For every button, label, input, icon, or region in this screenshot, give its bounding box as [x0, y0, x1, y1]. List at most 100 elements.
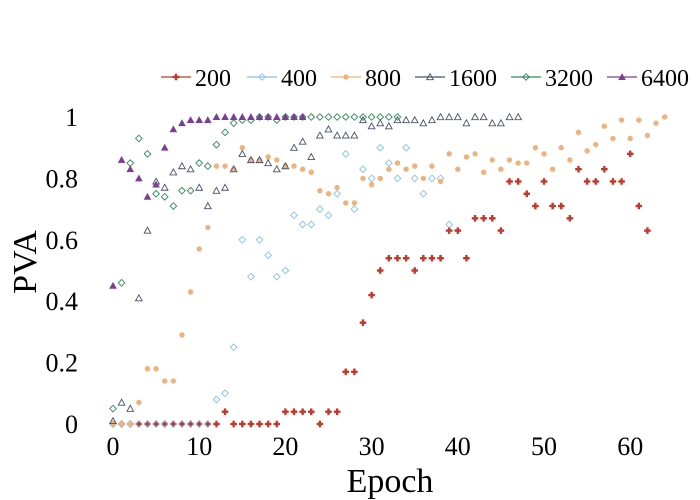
- data-point: [221, 389, 229, 398]
- data-point: [196, 246, 202, 252]
- data-point: [437, 254, 444, 262]
- data-point: [298, 113, 307, 121]
- data-point: [350, 131, 359, 139]
- data-point: [307, 113, 316, 121]
- data-point: [601, 165, 608, 173]
- data-point: [247, 420, 255, 428]
- data-point: [170, 378, 177, 384]
- data-point: [264, 158, 273, 167]
- data-point: [359, 319, 367, 326]
- series-1600: [108, 112, 523, 425]
- data-point: [238, 113, 247, 120]
- data-point: [420, 254, 427, 262]
- data-point: [204, 420, 212, 428]
- data-point: [239, 145, 245, 151]
- data-point: [514, 112, 523, 121]
- data-point: [160, 143, 169, 151]
- y-tick-label: 0: [65, 410, 78, 439]
- data-point: [298, 113, 307, 120]
- data-point: [367, 113, 376, 121]
- data-point: [514, 178, 522, 185]
- data-point: [462, 118, 471, 127]
- data-point: [238, 235, 247, 244]
- data-point: [195, 420, 204, 428]
- data-point: [488, 118, 497, 127]
- data-point: [274, 157, 280, 163]
- data-point: [445, 112, 454, 121]
- data-point: [134, 134, 143, 143]
- x-axis-ticks: 0 10 20 30 40 50 60: [107, 432, 644, 461]
- data-point: [290, 113, 298, 121]
- data-point: [134, 420, 143, 428]
- data-point: [480, 215, 487, 222]
- data-point: [496, 118, 505, 127]
- data-point: [420, 175, 427, 182]
- data-point: [376, 267, 384, 274]
- data-point: [540, 178, 548, 185]
- data-point: [402, 143, 411, 152]
- data-point: [136, 399, 142, 406]
- data-point: [393, 113, 402, 121]
- y-tick-label: 0.2: [46, 349, 79, 378]
- data-point: [394, 254, 401, 262]
- data-point: [272, 113, 281, 120]
- data-point: [592, 178, 600, 185]
- data-point: [644, 227, 651, 234]
- data-point: [212, 113, 221, 120]
- data-point: [317, 187, 323, 194]
- x-tick-label: 10: [186, 432, 212, 461]
- data-point: [506, 178, 513, 185]
- data-point: [315, 113, 324, 121]
- legend-item-6400: 6400: [607, 66, 689, 92]
- legend-marker: [425, 72, 435, 81]
- data-point: [575, 129, 582, 136]
- data-point: [524, 160, 530, 166]
- data-point: [583, 178, 591, 185]
- data-point: [169, 125, 178, 133]
- data-point: [170, 420, 177, 428]
- data-points: [108, 112, 668, 428]
- x-axis-title: Epoch: [347, 463, 434, 500]
- data-point: [186, 420, 195, 428]
- data-point: [308, 169, 314, 175]
- data-point: [255, 113, 264, 121]
- data-point: [298, 137, 307, 145]
- data-point: [358, 115, 368, 124]
- data-point: [419, 189, 428, 198]
- data-point: [557, 202, 565, 210]
- data-point: [368, 181, 375, 188]
- series-3200: [109, 113, 402, 413]
- data-point: [178, 119, 186, 127]
- data-point: [290, 211, 298, 220]
- data-point: [221, 113, 229, 120]
- data-point: [160, 420, 169, 428]
- data-point: [454, 227, 462, 234]
- data-point: [143, 192, 152, 200]
- data-point: [584, 148, 590, 154]
- data-point: [661, 114, 668, 120]
- data-point: [609, 178, 617, 185]
- data-point: [488, 215, 496, 222]
- data-point: [152, 420, 161, 428]
- y-axis-ticks: 0 0.2 0.4 0.6 0.8 1: [46, 103, 79, 439]
- data-point: [222, 163, 228, 169]
- data-point: [618, 178, 625, 185]
- data-point: [333, 408, 341, 416]
- data-point: [428, 174, 436, 183]
- data-point: [212, 186, 221, 194]
- data-point: [229, 119, 238, 128]
- data-point: [325, 408, 332, 416]
- data-point: [489, 157, 495, 163]
- legend-marker: [258, 73, 266, 81]
- data-point: [117, 398, 126, 406]
- data-point: [402, 115, 411, 124]
- data-point: [575, 165, 582, 173]
- data-point: [281, 266, 290, 275]
- data-point: [247, 113, 255, 120]
- data-point: [282, 408, 289, 416]
- data-point: [618, 117, 625, 123]
- data-point: [238, 149, 247, 157]
- data-point: [403, 166, 409, 172]
- data-point: [205, 224, 211, 231]
- data-point: [169, 168, 178, 176]
